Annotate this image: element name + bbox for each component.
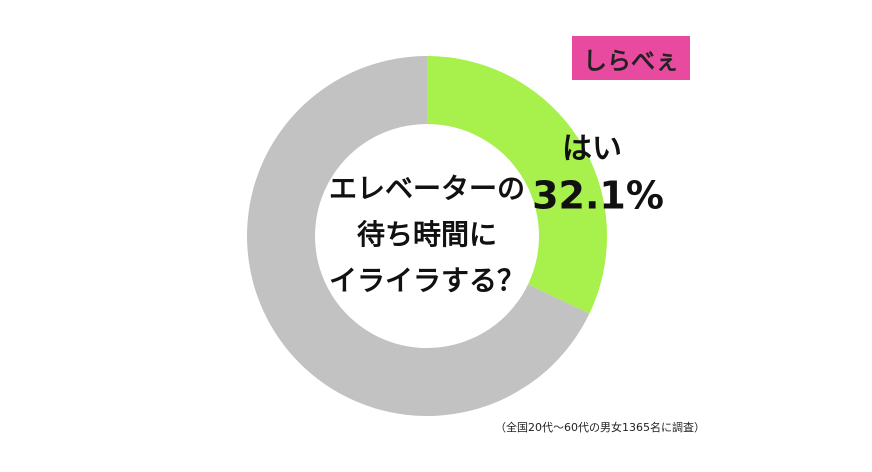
donut-segment <box>427 56 607 314</box>
donut-segment <box>246 56 590 416</box>
center-text: 待ち時間に <box>357 218 497 251</box>
logo-box <box>572 36 690 80</box>
segment-label: はい <box>562 132 622 167</box>
center-text: エレベーターの <box>329 172 525 205</box>
value-label: 32.1% <box>532 174 664 218</box>
logo: しらべぇ <box>583 47 679 75</box>
center-text: イライラする？ <box>329 264 525 297</box>
note: （全国20代～60代の男女1365名に調査） <box>495 420 705 434</box>
